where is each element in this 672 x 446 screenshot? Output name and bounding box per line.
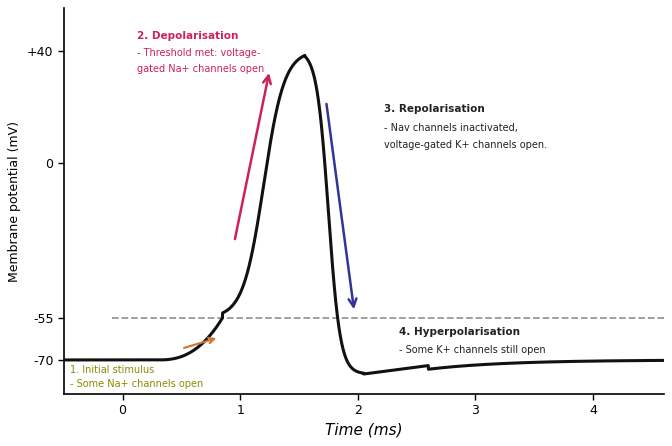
Text: 4. Hyperpolarisation: 4. Hyperpolarisation [399,326,520,337]
Text: - Threshold met: voltage-: - Threshold met: voltage- [136,48,260,58]
Text: gated Na+ channels open: gated Na+ channels open [136,64,264,74]
Text: 3. Repolarisation: 3. Repolarisation [384,104,485,115]
Text: 1. Initial stimulus: 1. Initial stimulus [70,364,154,375]
Text: voltage-gated K+ channels open.: voltage-gated K+ channels open. [384,140,547,149]
Text: 2. Depolarisation: 2. Depolarisation [136,31,238,41]
Text: - Some Na+ channels open: - Some Na+ channels open [70,379,203,388]
Text: - Some K+ channels still open: - Some K+ channels still open [399,345,546,355]
Text: - Nav channels inactivated,: - Nav channels inactivated, [384,123,517,133]
X-axis label: Time (ms): Time (ms) [325,423,403,438]
Y-axis label: Membrane potential (mV): Membrane potential (mV) [8,120,22,281]
